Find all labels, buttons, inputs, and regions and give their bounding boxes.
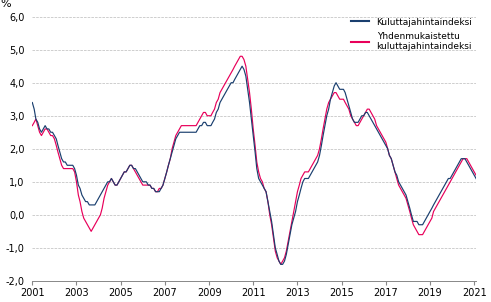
Y-axis label: %: % [0,0,11,9]
Legend: Kuluttajahintaindeksi, Yhdenmukaistettu
kuluttajahintaindeksi: Kuluttajahintaindeksi, Yhdenmukaistettu … [348,14,476,55]
